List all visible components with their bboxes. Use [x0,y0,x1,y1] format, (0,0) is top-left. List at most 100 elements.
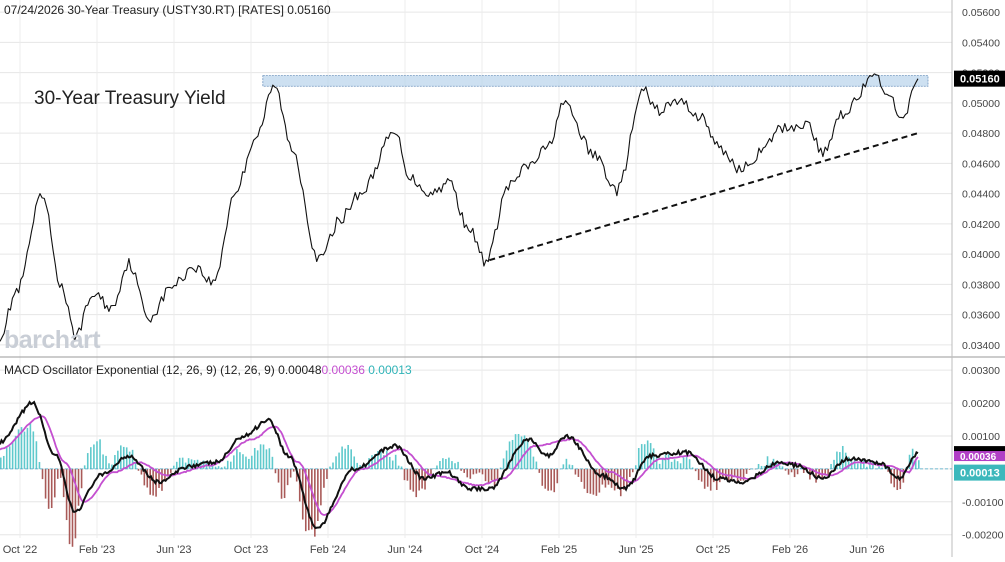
histogram-bar [685,457,688,469]
histogram-bar [178,457,181,469]
price-tick-label: 0.05600 [962,7,1000,19]
histogram-bar [326,468,328,479]
histogram-bar [613,468,616,491]
histogram-bar [5,446,8,469]
histogram-bar [847,456,850,469]
histogram-bar [574,468,577,475]
histogram-bar [50,468,53,509]
histogram-bar [397,465,400,469]
histogram-bar [592,468,595,495]
histogram-bar [499,467,502,469]
histogram-bar [836,451,838,469]
x-tick-label: Feb '23 [79,544,115,556]
macd-tick-label: 0.00100 [962,431,1000,443]
price-tick-label: 0.04000 [962,249,1000,261]
histogram-bar [667,454,670,469]
histogram-bar [391,460,394,469]
histogram-bar [679,463,682,469]
histogram-bar [217,466,220,469]
histogram-bar [739,468,742,481]
histogram-bar [490,468,493,481]
histogram-bar [709,468,712,491]
histogram-bar [317,468,319,521]
x-tick-label: Jun '25 [618,544,653,556]
histogram-bar [202,460,205,469]
x-tick-label: Feb '26 [772,544,808,556]
histogram-bar [242,454,244,469]
histogram-bar [377,451,379,469]
histogram-bar [332,462,334,469]
histogram-bar [526,441,529,469]
histogram-bar [187,458,190,469]
histogram-bar [478,468,481,473]
histogram-bar [589,468,592,494]
histogram-bar [83,465,86,469]
histogram-bar [208,465,211,469]
histogram-bar [152,468,154,496]
histogram-bar [256,450,259,469]
histogram-bar [890,468,892,484]
histogram-bar [863,460,865,469]
histogram-bar [812,468,814,474]
histogram-bar [137,468,140,471]
histogram-bar [175,461,178,469]
histogram-bar [652,448,655,469]
macd-tick-label: 0.00300 [962,365,1000,377]
price-last-label: 0.05160 [960,74,1000,86]
hist-value: 0.00013 [368,363,412,377]
histogram-bar [8,446,11,469]
histogram-bar [128,451,131,469]
histogram-bar [44,468,47,499]
histogram-bar [896,468,899,491]
histogram-bar [80,468,83,489]
histogram-bar [544,468,547,489]
signal-value: 0.00036 [321,363,365,377]
histogram-bar [86,453,89,469]
histogram-bar [436,465,438,469]
macd-histogram [0,422,920,547]
histogram-bar [502,458,505,469]
price-tick-label: 0.04800 [962,128,1000,140]
histogram-bar [304,468,307,532]
histogram-bar [442,458,444,469]
histogram-bar [29,422,32,469]
histogram-bar [26,427,29,469]
histogram-bar [505,450,508,469]
histogram-bar [850,461,853,469]
histogram-bar [457,461,459,469]
histogram-bar [223,466,226,469]
histogram-bar [802,468,805,473]
histogram-bar [259,444,262,469]
hist-last-label: 0.00013 [960,468,1000,480]
histogram-bar [487,468,490,484]
histogram-bar [676,461,679,469]
x-tick-label: Oct '22 [3,544,38,556]
histogram-bar [673,459,676,469]
histogram-bar [190,459,193,469]
histogram-bar [68,468,71,545]
histogram-bar [918,460,920,469]
histogram-bar [146,468,149,488]
histogram-bar [158,468,160,488]
histogram-bar [856,463,859,469]
annotation-title: 30-Year Treasury Yield [34,88,226,109]
histogram-bar [280,468,283,499]
macd-header: MACD Oscillator Exponential (12, 26, 9) … [4,363,412,377]
histogram-bar [323,468,325,488]
histogram-bar [388,456,391,469]
x-tick-label: Oct '24 [465,544,500,556]
price-tick-label: 0.04200 [962,219,1000,231]
histogram-bar [637,448,640,469]
histogram-bar [23,431,26,469]
histogram-bar [38,461,41,469]
histogram-bar [568,464,571,469]
histogram-bar [742,468,745,481]
histogram-bar [56,468,59,479]
histogram-bar [517,433,520,469]
histogram-bar [248,458,250,469]
histogram-bar [430,468,432,475]
histogram-bar [724,468,727,479]
histogram-bar [553,468,556,493]
histogram-bar [233,455,235,469]
